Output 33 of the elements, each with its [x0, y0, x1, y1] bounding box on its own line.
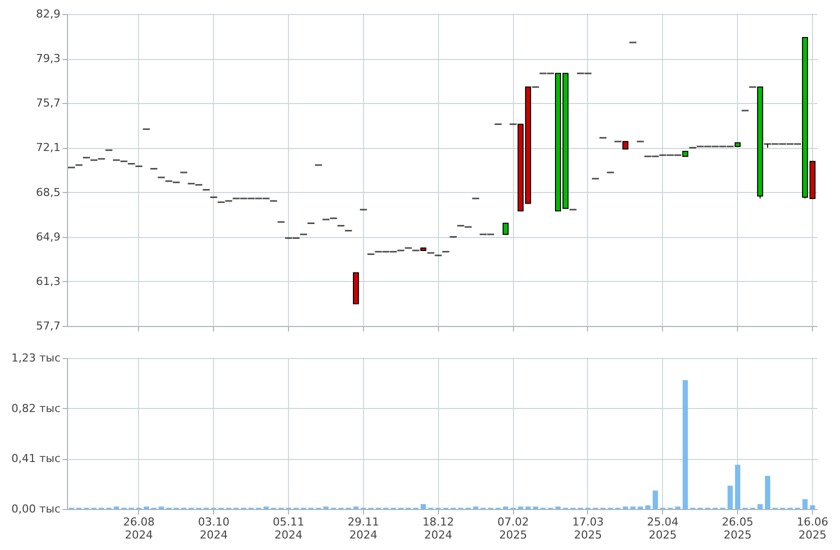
y-tick-label: 0,41 тыс [11, 452, 60, 466]
x-tick-label: 29.11 2024 [348, 516, 380, 542]
x-tick-label: 07.02 2025 [497, 516, 529, 542]
x-tick-label: 18.12 2024 [422, 516, 454, 542]
y-tick-label: 0,00 тыс [11, 502, 60, 516]
x-tick-label: 05.11 2024 [272, 516, 304, 542]
bar [810, 505, 816, 509]
bar [757, 504, 763, 509]
bar [728, 486, 733, 509]
y-tick-label: 72,1 [36, 141, 60, 154]
y-tick-label: 64,9 [36, 230, 60, 244]
x-tick-label: 25.04 2025 [647, 516, 679, 542]
y-tick-label: 1,23 тыс [11, 352, 60, 364]
y-tick-label: 79,3 [36, 52, 60, 66]
x-tick-label: 26.08 2024 [123, 516, 155, 542]
y-tick-label: 82,9 [36, 8, 60, 20]
bar [645, 505, 650, 509]
y-tick-label: 75,7 [36, 96, 60, 110]
y-tick-label: 57,7 [36, 320, 60, 332]
x-tick-label: 03.10 2024 [198, 516, 230, 542]
bar [420, 504, 426, 509]
x-tick-label: 17.03 2025 [572, 516, 604, 542]
bar [652, 490, 658, 509]
x-tick-label: 26.05 2025 [722, 516, 754, 542]
y-tick-label: 68,5 [36, 186, 60, 199]
bar [764, 476, 770, 509]
candlestick [502, 222, 509, 235]
bar [682, 380, 688, 509]
bar [735, 464, 740, 509]
y-tick-label: 61,3 [36, 274, 60, 288]
x-tick-label: 16.06 2025 [796, 516, 828, 542]
bar [802, 499, 808, 509]
y-tick-label: 0,82 тыс [11, 402, 60, 415]
